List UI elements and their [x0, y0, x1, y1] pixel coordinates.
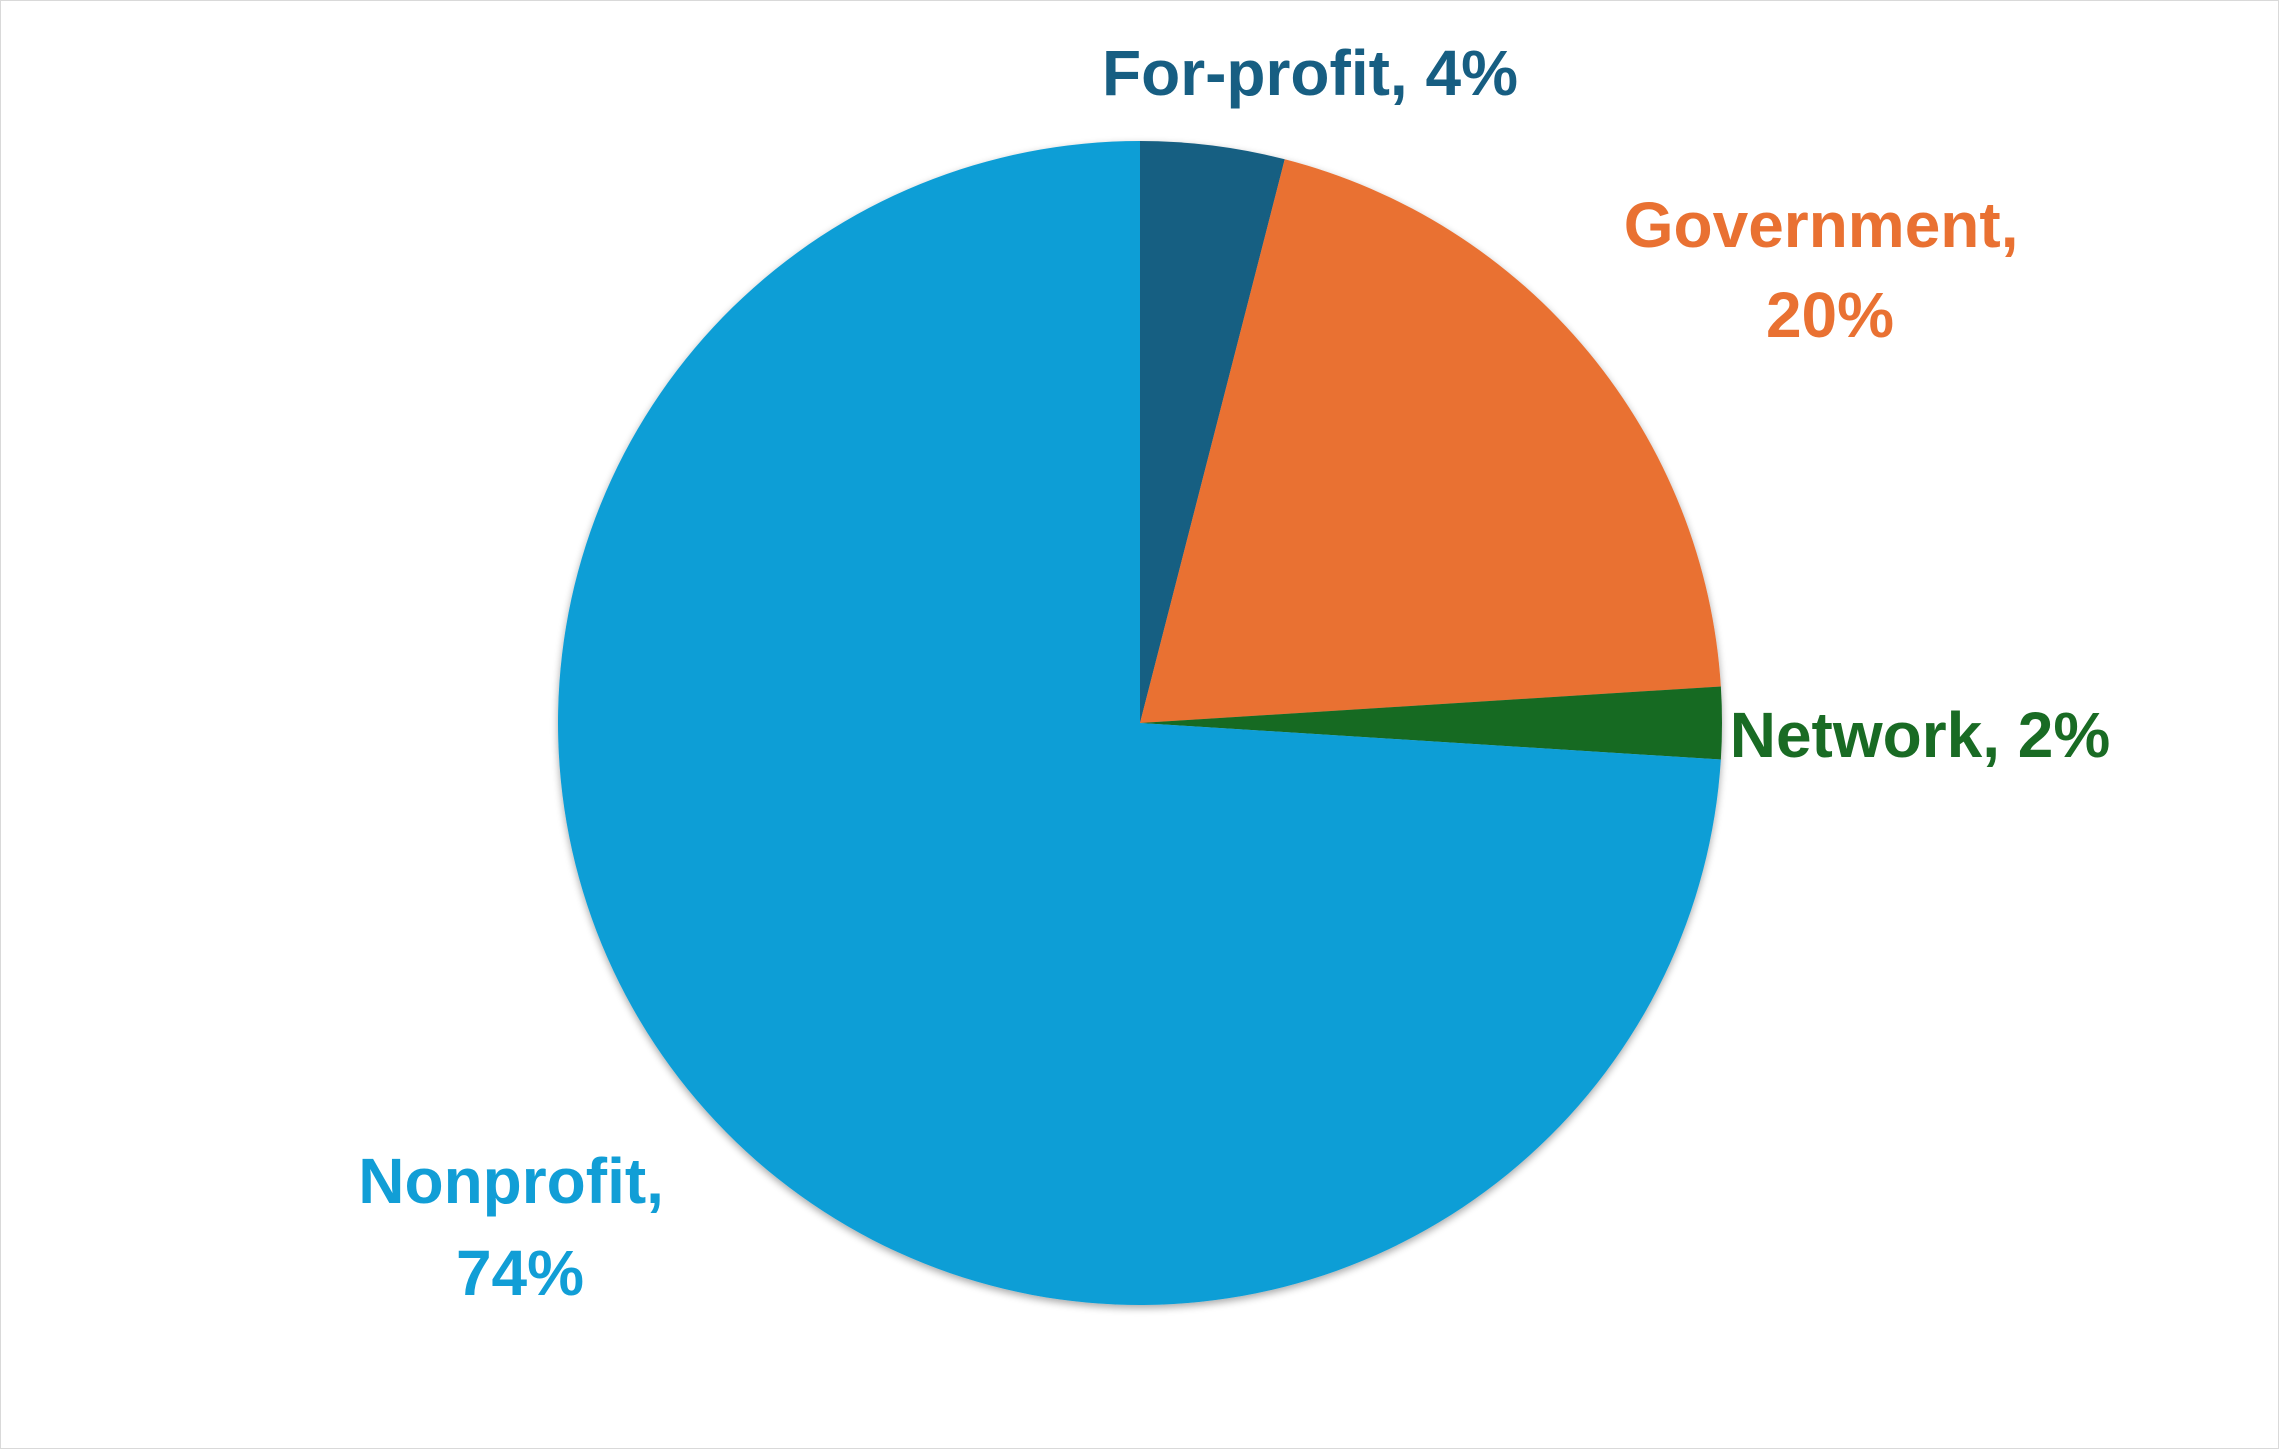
label-government-line2: 20%: [1766, 279, 1894, 351]
label-government: Government, 20%: [1624, 189, 2037, 351]
label-network: Network, 2%: [1730, 699, 2111, 771]
label-nonprofit-line2: 74%: [456, 1237, 584, 1309]
label-network-line1: Network, 2%: [1730, 699, 2111, 771]
pie-slice-for-profit: [1140, 140, 1285, 723]
label-nonprofit-line1: Nonprofit,: [358, 1145, 664, 1217]
pie-slices: [557, 140, 1722, 1305]
label-for-profit: For-profit, 4%: [1102, 37, 1518, 109]
label-for-profit-line1: For-profit, 4%: [1102, 37, 1518, 109]
label-nonprofit: Nonprofit, 74%: [358, 1145, 681, 1309]
pie-slice-network: [1140, 686, 1722, 760]
label-government-line1: Government,: [1624, 189, 2019, 261]
pie-slice-nonprofit: [557, 141, 1721, 1305]
pie-slice-government: [1140, 159, 1721, 723]
